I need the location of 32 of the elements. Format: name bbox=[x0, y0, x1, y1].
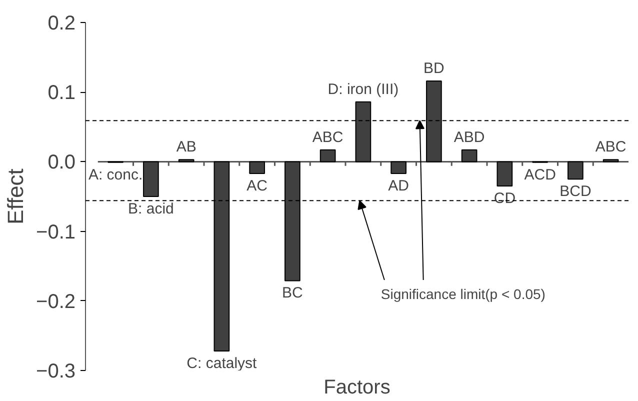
y-tick-label: −0.3 bbox=[36, 360, 76, 382]
y-tick-label: −0.2 bbox=[36, 290, 76, 313]
x-tick-label: ABC bbox=[312, 128, 344, 146]
bar bbox=[568, 161, 584, 180]
x-tick-label: AB bbox=[176, 138, 196, 156]
x-tick-label: B: acid bbox=[128, 200, 174, 218]
bar bbox=[390, 161, 406, 174]
bar bbox=[320, 149, 336, 162]
y-tick-label: 0.1 bbox=[48, 82, 76, 104]
x-tick-label: ABD bbox=[454, 128, 485, 146]
bar bbox=[602, 159, 619, 162]
x-tick-label: BCD bbox=[560, 183, 592, 200]
x-tick-label: BC bbox=[282, 284, 304, 302]
x-tick-label: ABC bbox=[595, 138, 626, 156]
x-tick-label: AD bbox=[388, 178, 410, 195]
ref-line-label: Significance limit(p < 0.05) bbox=[380, 286, 546, 302]
y-tick-label: 0.0 bbox=[48, 152, 76, 174]
bar bbox=[178, 159, 194, 162]
x-tick-label: CD bbox=[494, 190, 516, 208]
x-tick-label: D: iron (III) bbox=[328, 80, 399, 98]
bar bbox=[496, 161, 513, 187]
x-axis-title: Factors bbox=[324, 376, 390, 398]
x-tick-label: A: conc. bbox=[88, 166, 143, 184]
bar bbox=[143, 161, 159, 197]
x-tick-label: BD bbox=[424, 60, 445, 77]
y-axis-title: Effect bbox=[3, 168, 28, 224]
y-tick-label: −0.1 bbox=[36, 221, 76, 244]
bar bbox=[249, 161, 265, 174]
x-tick-label: AC bbox=[246, 178, 268, 195]
x-tick-label: ACD bbox=[524, 166, 556, 184]
bar bbox=[461, 149, 478, 162]
y-tick-label: 0.2 bbox=[48, 12, 76, 34]
